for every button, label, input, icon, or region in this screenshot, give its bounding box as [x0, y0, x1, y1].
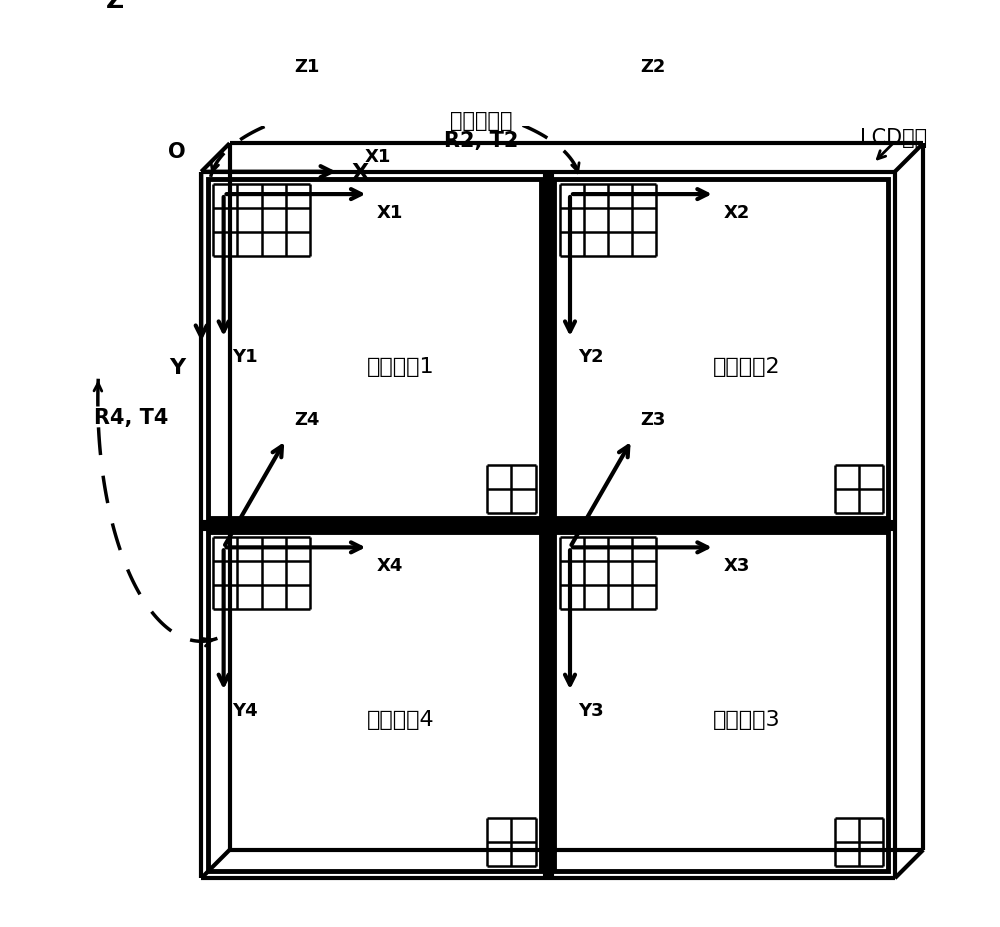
Bar: [554, 532, 888, 871]
Text: 旋转和平移: 旋转和平移: [450, 111, 513, 131]
Bar: [554, 180, 888, 518]
Text: Y4: Y4: [232, 701, 258, 719]
Text: R2, T2: R2, T2: [444, 131, 518, 151]
Text: X2: X2: [723, 204, 750, 222]
Text: Y: Y: [170, 358, 186, 377]
Text: R4, T4: R4, T4: [94, 408, 168, 427]
Text: Y3: Y3: [579, 701, 604, 719]
Text: LCD面板: LCD面板: [860, 128, 927, 148]
Bar: [208, 532, 541, 871]
Text: 透镜阵共1: 透镜阵共1: [366, 356, 434, 376]
Text: Y1: Y1: [232, 349, 258, 366]
Text: X: X: [352, 162, 369, 183]
Text: Z1: Z1: [294, 58, 320, 76]
Text: X1: X1: [377, 204, 403, 222]
Text: Z3: Z3: [641, 411, 666, 429]
Text: X4: X4: [377, 556, 403, 575]
Text: 透镜阵共3: 透镜阵共3: [713, 709, 780, 729]
Bar: [208, 180, 541, 518]
Text: Z4: Z4: [294, 411, 320, 429]
Text: Y2: Y2: [579, 349, 604, 366]
Text: Z: Z: [106, 0, 124, 13]
Text: X3: X3: [723, 556, 750, 575]
Text: 透镜阵共2: 透镜阵共2: [713, 356, 780, 376]
Text: O: O: [168, 142, 186, 162]
Text: X1: X1: [365, 147, 391, 166]
Text: 透镜阵共4: 透镜阵共4: [366, 709, 434, 729]
Text: Z2: Z2: [641, 58, 666, 76]
